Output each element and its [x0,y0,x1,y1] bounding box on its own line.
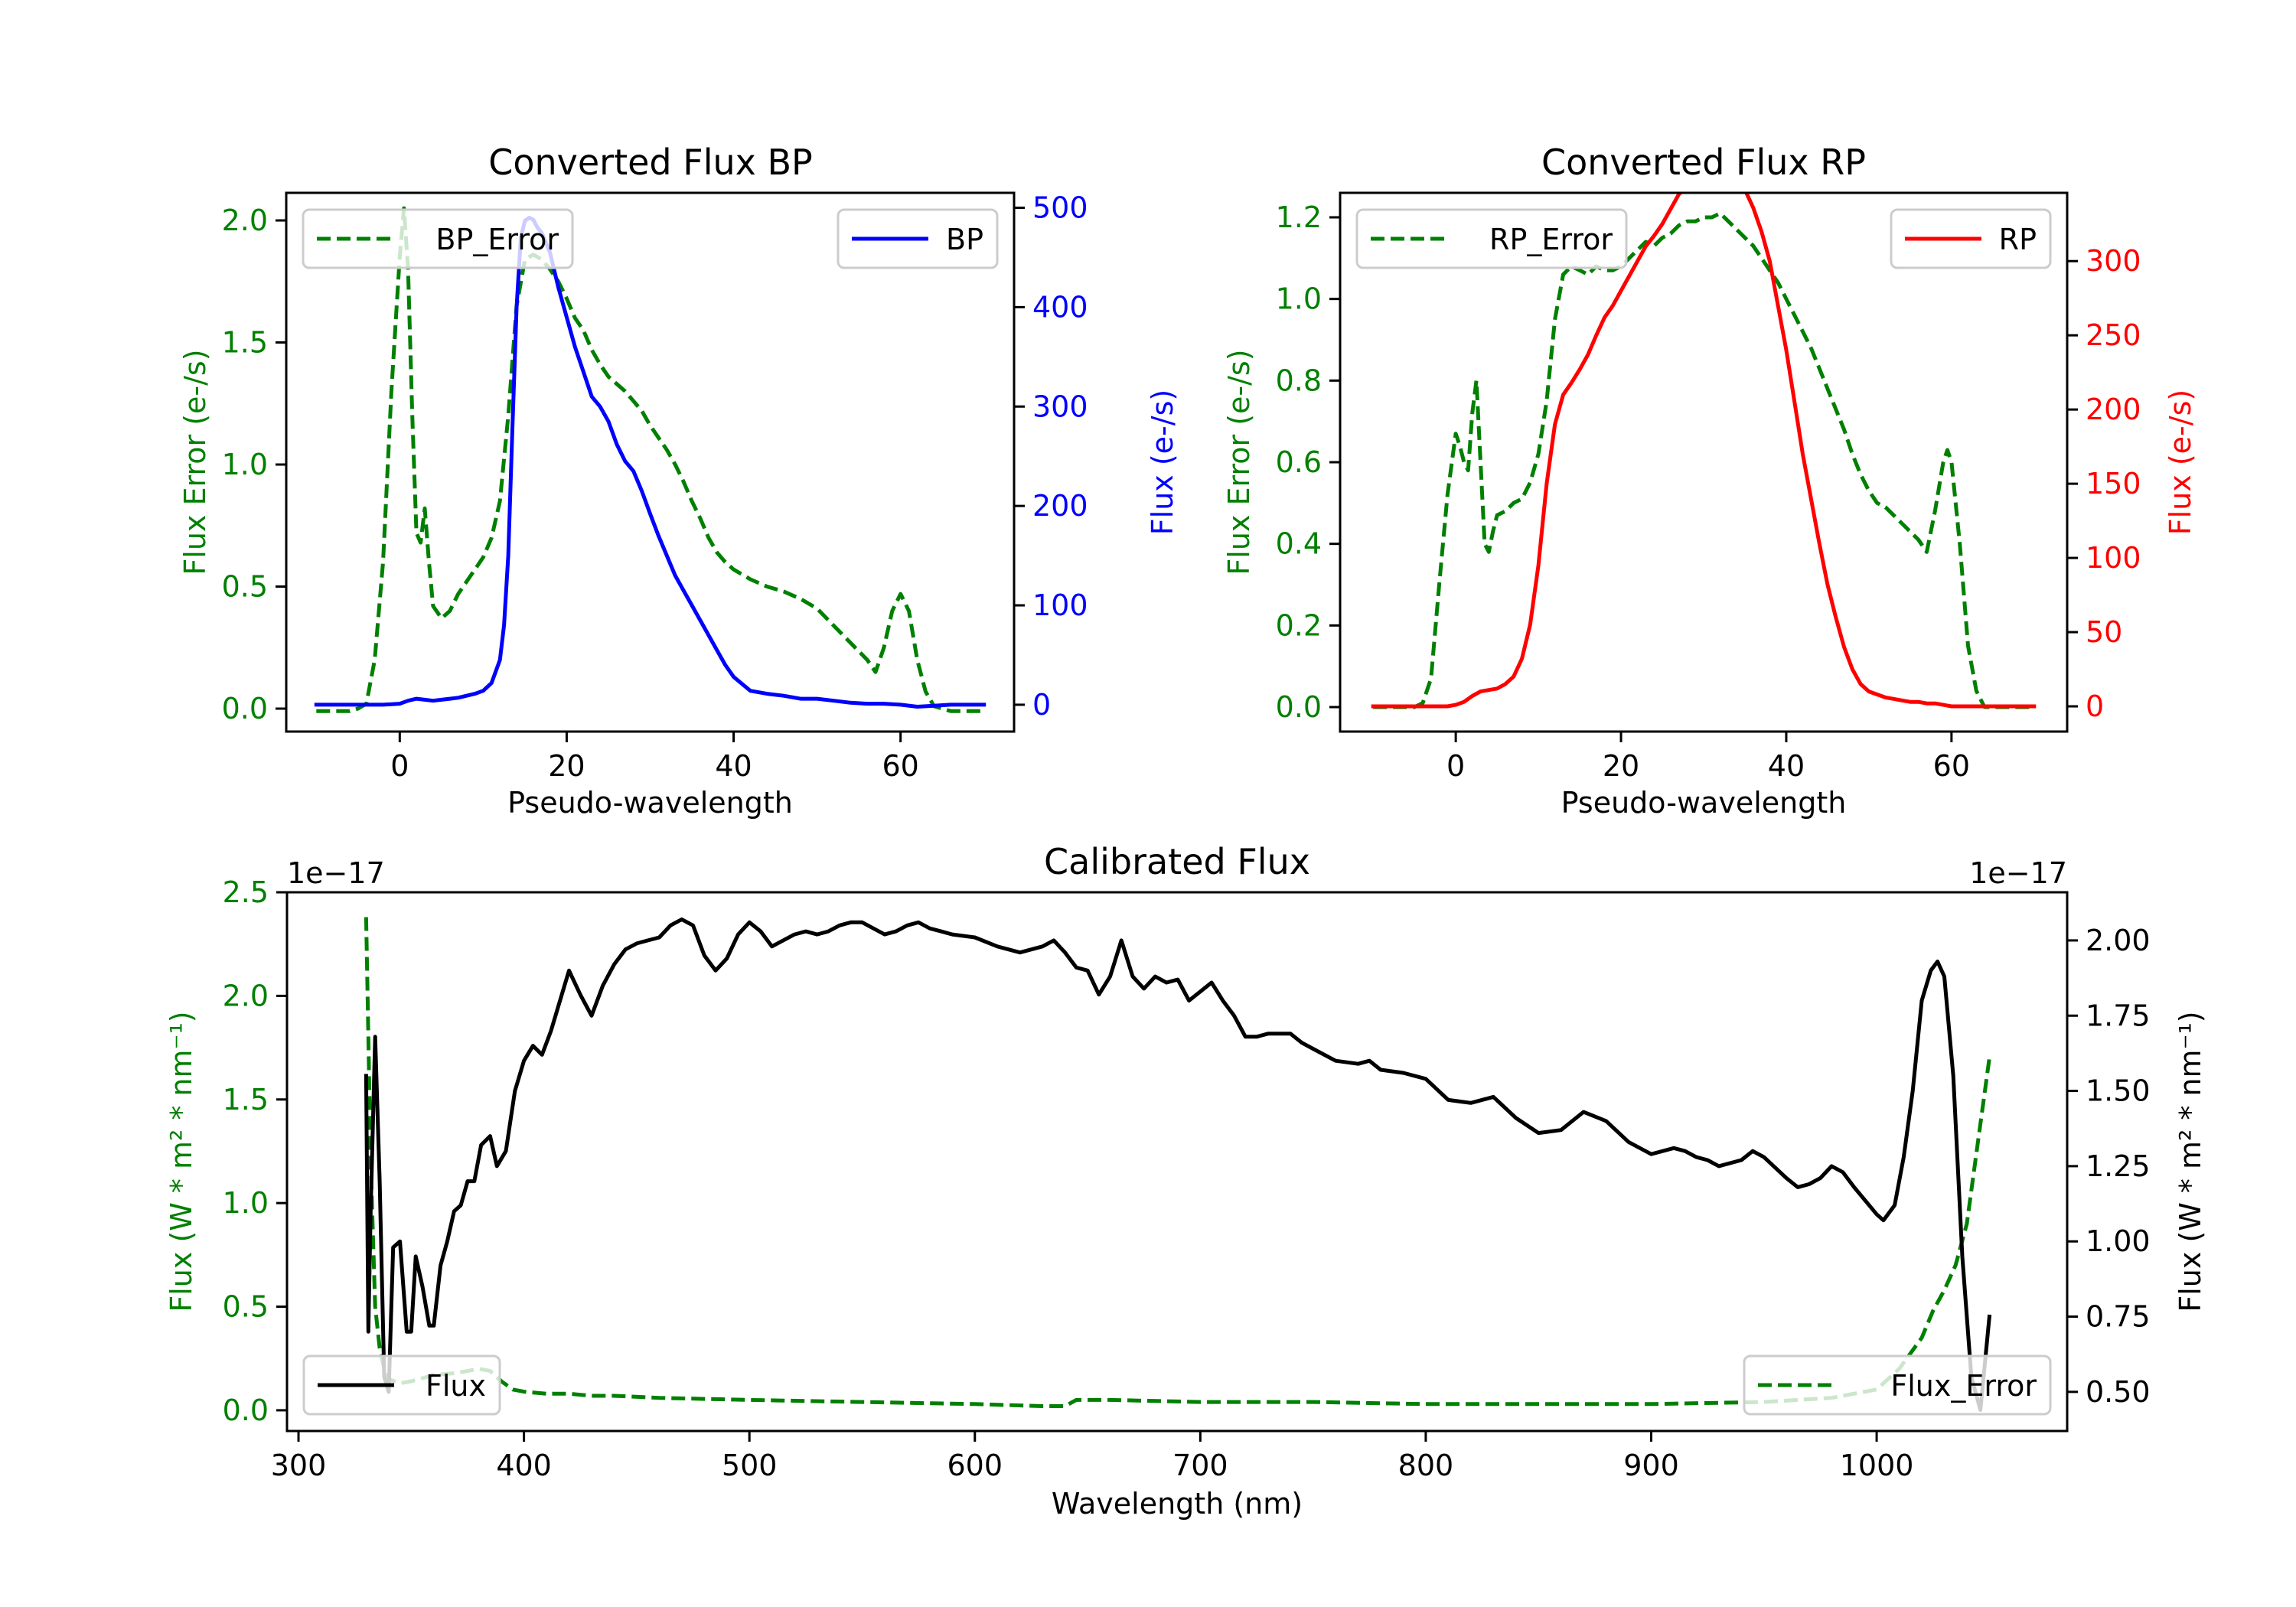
y-right-tick-label: 1.00 [2086,1224,2151,1258]
y-right-tick-label: 1.75 [2086,999,2151,1032]
axes-frame [285,191,1016,733]
x-tick-label: 600 [947,1449,1003,1482]
y-left-axis-label: Flux Error (e-/s) [178,349,212,575]
panel-converted-flux-rp: Converted Flux RP 0 20 40 60 0.0 0.2 0.4 0.6 0.8… [1222,142,2197,820]
y-left-tick-label: 1.0 [223,1186,269,1220]
x-axis-label: Pseudo-wavelength [1561,786,1847,820]
legend-label: RP [1999,223,2037,256]
y-right-tick-label: 300 [2086,244,2141,278]
y-left-tick-label: 1.2 [1276,200,1322,234]
y-left-tick-label: 0.0 [1276,690,1322,724]
y-left-tick-label: 0.0 [222,692,268,725]
x-tick-label: 1000 [1840,1449,1914,1482]
y-right-tick-label: 0 [2086,689,2104,723]
chart-title: Converted Flux BP [488,142,813,183]
y-left-tick-label: 0.5 [223,1290,269,1324]
legend-rp: RP [1890,208,2052,269]
x-axis-label: Pseudo-wavelength [507,786,793,820]
y-right-tick-label: 500 [1032,191,1088,224]
x-tick-label: 500 [722,1449,778,1482]
y-left-axis-label: Flux (W * m² * nm⁻¹) [165,1011,198,1312]
y-right-tick-label: 1.25 [2086,1149,2151,1183]
y-left-tick-label: 1.5 [222,326,268,360]
x-tick-label: 20 [548,749,585,783]
y-left-tick-label: 0.5 [222,570,268,604]
x-tick-label: 60 [1933,749,1970,783]
x-tick-label: 300 [271,1449,327,1482]
y-right-tick-label: 50 [2086,615,2122,649]
y-right-tick-label: 0.50 [2086,1375,2151,1409]
series-line-flux [364,917,1992,1412]
chart-title: Calibrated Flux [1044,841,1310,882]
legend-box [1355,208,1628,269]
x-tick-label: 60 [882,749,918,783]
y-left-tick-label: 0.4 [1276,527,1322,561]
x-tick-label: 40 [1768,749,1805,783]
axes-frame [285,891,2069,1433]
y-right-tick-label: 200 [1032,489,1088,523]
y-left-tick-label: 2.0 [222,204,268,237]
y-right-tick-label: 300 [1032,390,1088,423]
y-right-tick-label: 2.00 [2086,924,2151,957]
y-right-tick-label: 0.75 [2086,1300,2151,1334]
series-line-rp [1371,193,2037,709]
x-axis-label: Wavelength (nm) [1052,1487,1303,1521]
y-left-tick-label: 2.5 [223,875,269,909]
x-tick-label: 700 [1172,1449,1228,1482]
y-right-tick-label: 1.50 [2086,1074,2151,1108]
y-right-tick-label: 250 [2086,318,2141,352]
legend-label: BP [946,223,983,256]
legend-label: Flux [426,1369,486,1403]
panel-converted-flux-bp: Converted Flux BP 0 20 40 60 0.0 0.5 1.0 1.5 2.0… [178,142,1179,820]
series-line-bp [314,216,987,709]
y-left-axis-label: Flux Error (e-/s) [1222,349,1256,575]
legend-flux-error: Flux_Error [1743,1354,2052,1416]
x-tick-label: 800 [1398,1449,1454,1482]
legend-box [1743,1354,2052,1416]
legend-label: RP_Error [1489,223,1613,256]
y-left-tick-label: 1.5 [223,1083,269,1116]
x-tick-label: 0 [1446,749,1465,783]
series-line-bp-error [316,206,984,713]
legend-box [302,208,574,269]
y-left-tick-label: 0.2 [1276,608,1322,642]
chart-title: Converted Flux RP [1541,142,1866,183]
y-left-tick-label: 0.6 [1276,445,1322,479]
x-tick-label: 0 [390,749,409,783]
y-right-tick-label: 200 [2086,393,2141,426]
y-right-offset-text: 1e−17 [1969,856,2067,890]
y-right-axis-label: Flux (e-/s) [1146,390,1179,535]
y-right-tick-label: 100 [1032,588,1088,622]
y-right-axis-label: Flux (W * m² * nm⁻¹) [2174,1011,2207,1312]
y-right-axis-label: Flux (e-/s) [2164,390,2197,535]
panel-calibrated-flux: Calibrated Flux 300 400 500 600 700 800 900 100… [165,841,2207,1521]
legend-label: Flux_Error [1890,1369,2037,1403]
x-tick-label: 20 [1603,749,1639,783]
y-left-tick-label: 1.0 [222,448,268,481]
x-tick-label: 40 [715,749,752,783]
series-line-rp-error [1373,211,2034,709]
y-right-tick-label: 150 [2086,467,2141,500]
y-left-tick-label: 1.0 [1276,282,1322,316]
legend-rp-error: RP_Error [1355,208,1628,269]
legend-label: BP_Error [435,223,559,256]
y-right-tick-label: 100 [2086,541,2141,575]
y-left-tick-label: 0.8 [1276,363,1322,397]
y-left-tick-label: 0.0 [223,1393,269,1427]
y-left-offset-text: 1e−17 [287,856,385,890]
legend-bp-error: BP_Error [302,208,574,269]
x-tick-label: 900 [1623,1449,1679,1482]
y-right-tick-label: 400 [1032,290,1088,324]
legend-bp: BP [837,208,999,269]
x-tick-label: 400 [496,1449,552,1482]
legend-box [302,1354,501,1416]
legend-flux: Flux [302,1354,501,1416]
y-right-tick-label: 0 [1032,688,1051,722]
y-left-tick-label: 2.0 [223,979,269,1012]
